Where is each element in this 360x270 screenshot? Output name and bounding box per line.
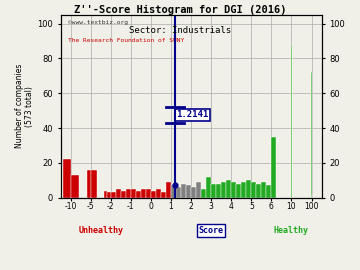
Bar [63,159,71,198]
Bar [151,191,156,198]
Bar [261,182,266,198]
Bar [116,189,121,198]
Bar [251,182,256,198]
Bar [221,182,226,198]
Bar [104,191,107,198]
Bar [166,182,171,198]
Text: Unhealthy: Unhealthy [78,226,123,235]
Bar [206,177,211,198]
Bar [201,189,206,198]
Bar [211,184,216,198]
Bar [236,184,241,198]
Bar [131,189,136,198]
Bar [156,189,161,198]
Bar [146,189,151,198]
Bar [226,180,231,198]
Text: 1.2141: 1.2141 [176,110,208,120]
Bar [126,189,131,198]
Bar [107,192,111,198]
Bar [271,137,276,198]
Bar [266,185,271,198]
Bar [241,182,246,198]
Text: Score: Score [199,226,224,235]
Bar [121,191,126,198]
Bar [111,192,116,198]
Bar [196,182,201,198]
Y-axis label: Number of companies
(573 total): Number of companies (573 total) [15,64,35,148]
Bar [87,170,91,198]
Bar [186,185,191,198]
Bar [161,192,166,198]
Bar [136,191,141,198]
Text: Healthy: Healthy [274,226,309,235]
Bar [256,184,261,198]
Text: Z''-Score Histogram for DGI (2016): Z''-Score Histogram for DGI (2016) [74,5,286,15]
Text: The Research Foundation of SUNY: The Research Foundation of SUNY [68,38,185,43]
Bar [176,187,181,198]
Bar [216,184,221,198]
Bar [246,180,251,198]
Bar [71,175,78,198]
Bar [141,189,146,198]
Bar [231,182,236,198]
Text: ©www.textbiz.org: ©www.textbiz.org [68,21,129,25]
Bar [91,170,98,198]
Bar [191,187,196,198]
Bar [171,185,176,198]
Bar [181,184,186,198]
Text: Sector: Industrials: Sector: Industrials [129,26,231,35]
